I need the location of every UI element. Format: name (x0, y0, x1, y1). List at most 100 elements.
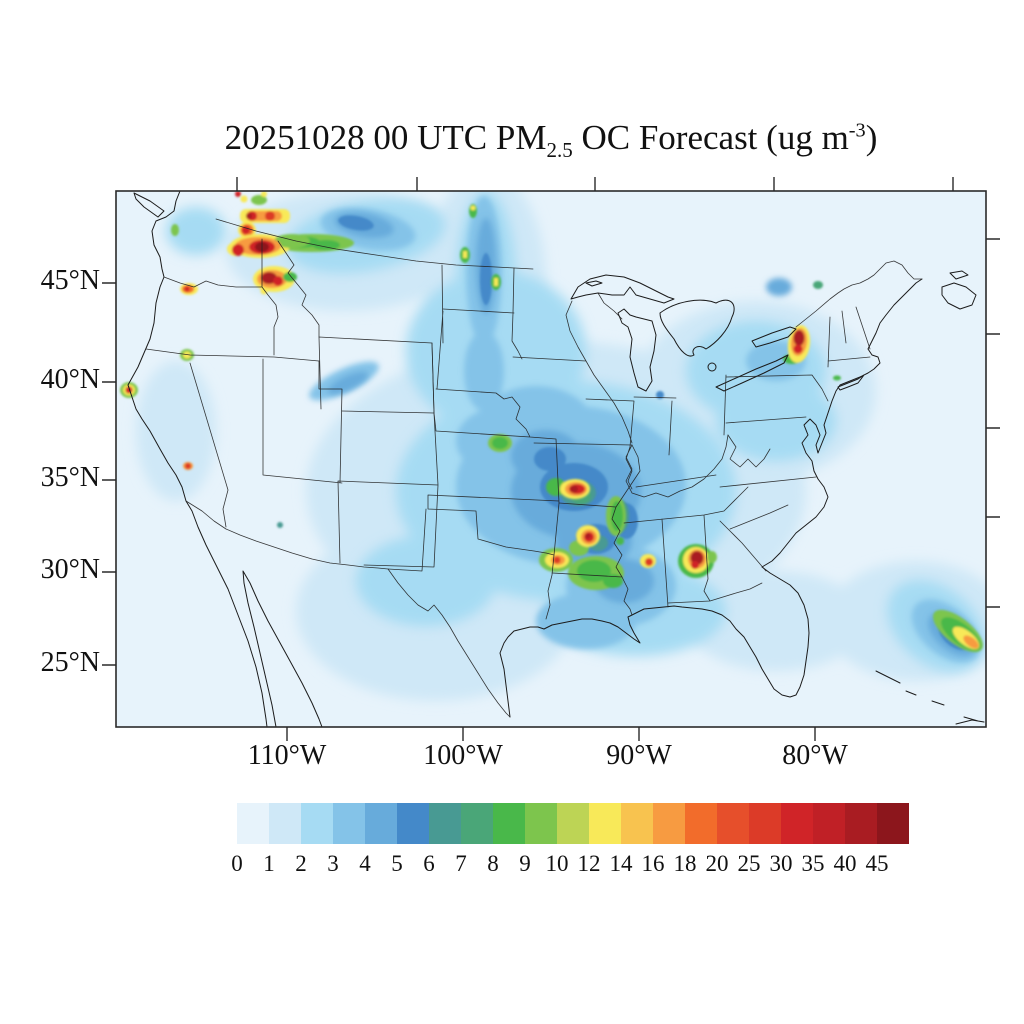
west-coast-and-mexico (127, 191, 268, 727)
vancouver-island (133, 192, 165, 218)
colorbar-cell (237, 803, 269, 844)
title-prefix: 20251028 00 UTC PM (224, 118, 547, 157)
title-subscript: 2.5 (546, 138, 573, 162)
lat-label-45n: 45°N (40, 265, 100, 296)
colorbar-cell (557, 803, 589, 844)
colorbar-tick-label: 10 (545, 851, 569, 876)
lake-ontario (751, 326, 797, 348)
colorbar-tick-label: 3 (327, 851, 339, 876)
bahamas-cuba (875, 670, 985, 725)
colorbar-tick-label: 5 (391, 851, 403, 876)
isle-royale (585, 280, 603, 287)
colorbar-tick-label: 12 (577, 851, 601, 876)
southeast-states (623, 416, 817, 608)
northeast-states (725, 306, 871, 402)
hotspot-mississippi-green-streak (606, 496, 626, 545)
canada-border (215, 218, 923, 328)
map-frame (115, 190, 987, 728)
lake-st-clair (707, 362, 717, 372)
colorbar-cell (461, 803, 493, 844)
coastline (127, 191, 985, 727)
mexico-border (185, 500, 511, 718)
top-ticks (236, 177, 954, 191)
title-suffix: ) (865, 118, 878, 157)
left-ticks (102, 282, 116, 666)
right-ticks (986, 238, 1000, 608)
lake-erie (715, 354, 789, 392)
colorbar-tick-label: 1 (263, 851, 275, 876)
colorbar-tick-label: 0 (231, 851, 243, 876)
figure-title: 20251028 00 UTC PM2.5 OC Forecast (ug m-… (116, 118, 986, 163)
gulf-of-california (242, 570, 323, 727)
colorbar-tick-label: 25 (737, 851, 761, 876)
title-superscript: -3 (848, 119, 866, 142)
hotspot-georgia (678, 544, 717, 578)
colorbar-cell (589, 803, 621, 844)
upper-mississippi-states (512, 292, 641, 616)
lat-label-25n: 25°N (40, 647, 100, 678)
colorbar-tick-label: 16 (641, 851, 665, 876)
bottom-ticks (286, 727, 816, 741)
colorbar-cell (781, 803, 813, 844)
nova-scotia (941, 282, 977, 310)
prince-edward-island (949, 270, 969, 280)
forecast-map (102, 177, 1000, 741)
hotspot-central-idaho (253, 266, 297, 295)
midwest-states (585, 374, 729, 498)
lon-label-90w: 90°W (606, 740, 672, 771)
hotspot-norcal-coast (120, 382, 138, 398)
hotspot-ca-nv-corner (180, 349, 194, 361)
colorbar-tick-label: 14 (609, 851, 633, 876)
hotspot-atlantic-plume (933, 609, 983, 653)
hotspot-kansas-green (488, 434, 512, 452)
hotspots-group (120, 191, 983, 653)
colorbar-cell (493, 803, 525, 844)
colorbar-tick-label: 2 (295, 851, 307, 876)
colorbar-cell (429, 803, 461, 844)
hotspot-louisiana-green-band (568, 556, 624, 590)
colorbar-cell (397, 803, 429, 844)
colorbar-cell (525, 803, 557, 844)
colorbar-tick-label: 30 (769, 851, 793, 876)
colorbar-cell (813, 803, 845, 844)
colorbar-cell (621, 803, 653, 844)
lat-label-35n: 35°N (40, 462, 100, 493)
lake-michigan (617, 308, 657, 392)
colorbar-cell (877, 803, 909, 844)
pacific-northwest-states (145, 238, 320, 362)
lat-label-30n: 30°N (40, 554, 100, 585)
colorbar-cell (845, 803, 877, 844)
colorbar-tick-label: 45 (865, 851, 889, 876)
hotspot-arkansas (569, 525, 600, 556)
hotspot-nyc-dot (833, 375, 841, 381)
hotspot-oklahoma (539, 548, 573, 572)
hotspot-missouri (546, 478, 590, 499)
colorbar-cell (365, 803, 397, 844)
colorbar-cell (333, 803, 365, 844)
hotspot-dakotas-plume (460, 204, 501, 290)
colorbar-cell (301, 803, 333, 844)
lon-label-100w: 100°W (423, 740, 503, 771)
colorbar-tick-label: 35 (801, 851, 825, 876)
colorbar (237, 803, 909, 844)
colorbar-cell (653, 803, 685, 844)
colorbar-tick-label: 7 (455, 851, 467, 876)
colorbar-cell (269, 803, 301, 844)
map-frame-group (102, 177, 1000, 741)
colorbar-tick-label: 40 (833, 851, 857, 876)
colorbar-tick-label: 18 (673, 851, 697, 876)
lake-huron (659, 299, 735, 357)
colorbar-tick-label: 6 (423, 851, 435, 876)
colorbar-cell (685, 803, 717, 844)
long-island (837, 374, 865, 391)
lon-label-80w: 80°W (782, 740, 848, 771)
lat-label-40n: 40°N (40, 364, 100, 395)
colorbar-tick-label: 4 (359, 851, 371, 876)
hotspot-arizona-dot (277, 522, 283, 528)
plains-states (387, 264, 560, 620)
great-lakes (570, 274, 797, 392)
colorbar-cell (749, 803, 781, 844)
colorbar-tick-label: 8 (487, 851, 499, 876)
axis-ticks (102, 177, 1000, 741)
